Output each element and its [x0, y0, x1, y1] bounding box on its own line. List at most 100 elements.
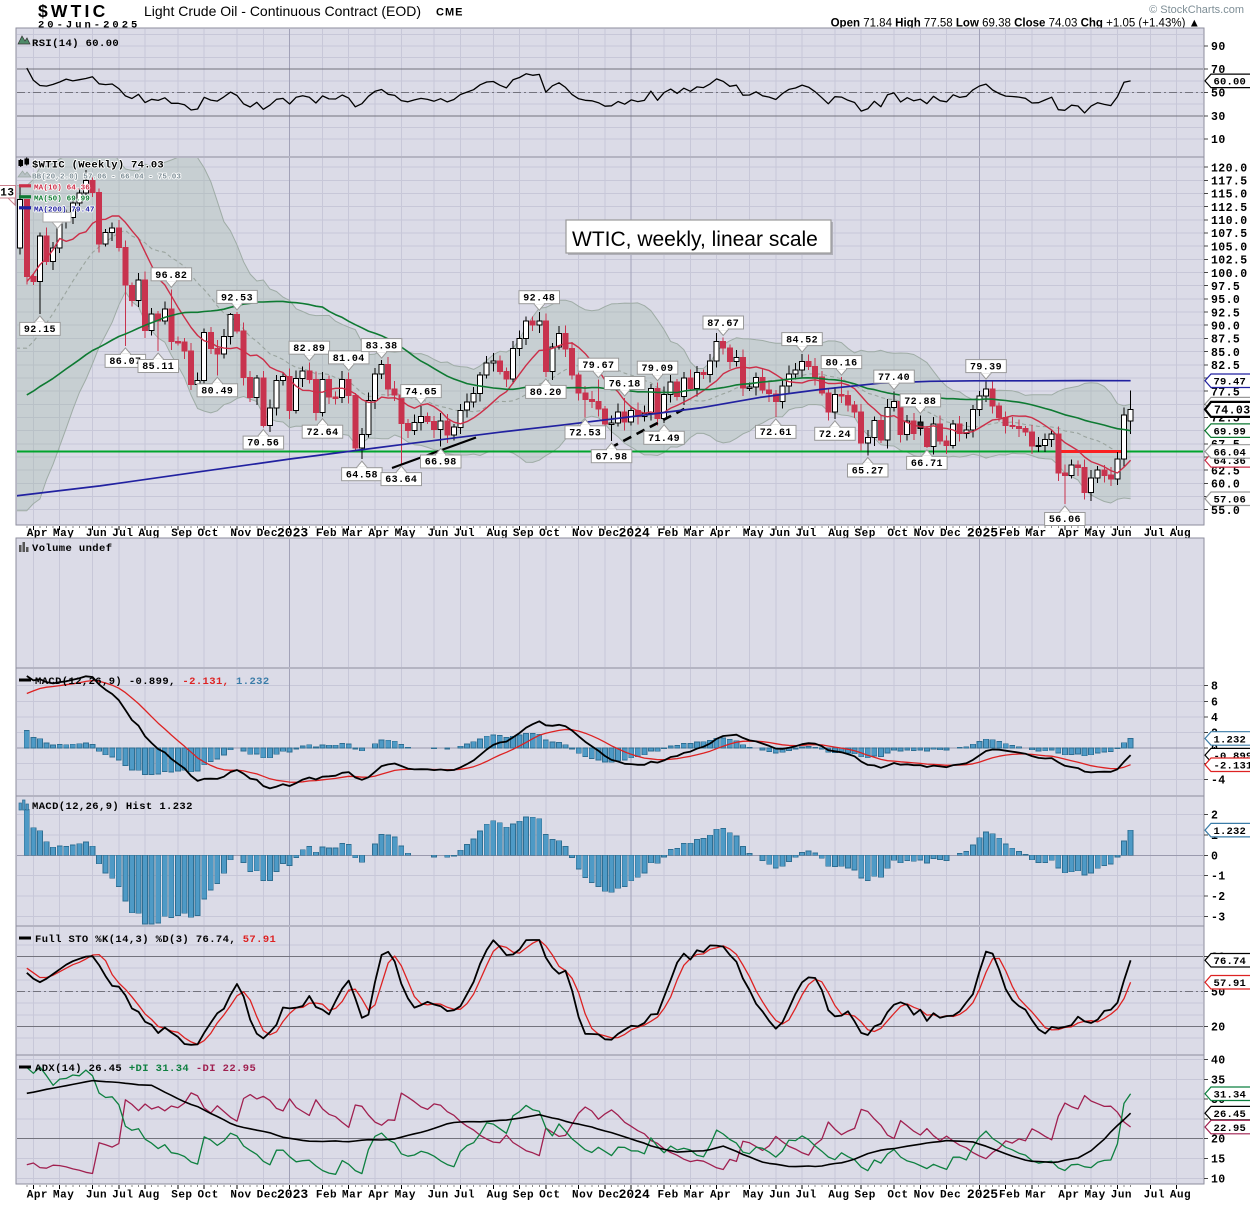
- svg-text:Sep: Sep: [513, 1190, 534, 1201]
- svg-text:105.0: 105.0: [1211, 241, 1248, 254]
- svg-text:-2.131: -2.131: [1214, 761, 1250, 773]
- svg-text:8: 8: [1211, 681, 1218, 694]
- svg-text:Apr: Apr: [1058, 1190, 1079, 1201]
- svg-text:10: 10: [1211, 134, 1226, 147]
- svg-text:90.0: 90.0: [1211, 320, 1240, 333]
- svg-text:72.24: 72.24: [819, 430, 851, 441]
- svg-text:CME: CME: [436, 7, 463, 19]
- svg-text:Oct: Oct: [539, 1190, 560, 1201]
- svg-text:87.5: 87.5: [1211, 334, 1240, 347]
- svg-text:-4: -4: [1211, 774, 1226, 787]
- svg-text:20: 20: [1211, 1134, 1226, 1147]
- svg-text:Jun: Jun: [769, 1190, 790, 1201]
- svg-text:66.71: 66.71: [911, 459, 943, 470]
- svg-text:Feb: Feb: [316, 1190, 337, 1201]
- svg-text:May: May: [743, 1190, 764, 1201]
- svg-text:RSI(14) 60.00: RSI(14) 60.00: [32, 38, 119, 50]
- svg-text:May: May: [1084, 1190, 1105, 1201]
- svg-text:83.38: 83.38: [366, 342, 398, 353]
- svg-text:0: 0: [1211, 850, 1218, 863]
- svg-text:40: 40: [1211, 1055, 1226, 1068]
- svg-text:82.5: 82.5: [1211, 360, 1240, 373]
- svg-text:69.99: 69.99: [1214, 427, 1247, 439]
- svg-text:MA(200) 79.47: MA(200) 79.47: [34, 207, 95, 215]
- svg-text:Apr: Apr: [710, 1190, 731, 1201]
- svg-text:Sep: Sep: [855, 1190, 876, 1201]
- svg-text:115.0: 115.0: [1211, 189, 1248, 202]
- svg-text:Light Crude Oil - Continuous C: Light Crude Oil - Continuous Contract (E…: [144, 3, 421, 19]
- svg-text:© StockCharts.com: © StockCharts.com: [1149, 4, 1244, 16]
- svg-text:Apr: Apr: [368, 1190, 389, 1201]
- svg-text:35: 35: [1211, 1074, 1226, 1087]
- svg-text:74.65: 74.65: [405, 388, 437, 399]
- svg-text:Nov: Nov: [230, 1190, 251, 1201]
- svg-text:Aug: Aug: [1170, 1190, 1191, 1201]
- svg-text:Dec: Dec: [257, 1190, 278, 1201]
- svg-text:77.40: 77.40: [878, 373, 910, 384]
- svg-text:$WTIC (Weekly) 74.03: $WTIC (Weekly) 74.03: [32, 160, 164, 172]
- svg-text:76.74: 76.74: [1214, 956, 1247, 968]
- svg-text:65.27: 65.27: [852, 467, 884, 478]
- svg-text:57.91: 57.91: [1214, 978, 1247, 990]
- svg-text:MA(50) 69.99: MA(50) 69.99: [34, 196, 90, 204]
- svg-text:86.07: 86.07: [109, 357, 141, 368]
- svg-text:1.232: 1.232: [1214, 826, 1247, 838]
- svg-text:57.06: 57.06: [1214, 495, 1247, 507]
- svg-text:Jun: Jun: [86, 1190, 107, 1201]
- svg-text:92.5: 92.5: [1211, 307, 1240, 320]
- svg-text:Volume undef: Volume undef: [32, 543, 112, 555]
- svg-text:-1: -1: [1211, 871, 1226, 884]
- svg-text:ADX(14) 26.45 +DI 31.34 -DI 22: ADX(14) 26.45 +DI 31.34 -DI 22.95: [35, 1063, 256, 1075]
- svg-text:80.20: 80.20: [530, 388, 562, 399]
- svg-text:Oct: Oct: [887, 1190, 908, 1201]
- svg-text:MACD(12,26,9) Hist 1.232: MACD(12,26,9) Hist 1.232: [32, 801, 193, 813]
- svg-text:Mar: Mar: [1025, 1190, 1046, 1201]
- svg-text:Jul: Jul: [454, 1190, 475, 1201]
- svg-text:MACD(12,26,9) -0.899, -2.131,: MACD(12,26,9) -0.899, -2.131, 1.232: [35, 676, 270, 688]
- svg-text:26.45: 26.45: [1214, 1109, 1247, 1121]
- svg-text:84.52: 84.52: [786, 336, 818, 347]
- svg-text:55.0: 55.0: [1211, 505, 1240, 518]
- svg-text:63.64: 63.64: [385, 475, 417, 486]
- svg-text:79.47: 79.47: [1214, 377, 1247, 389]
- svg-text:2: 2: [1211, 810, 1218, 823]
- svg-text:Oct: Oct: [198, 1190, 219, 1201]
- svg-text:117.5: 117.5: [1211, 176, 1248, 189]
- svg-text:4: 4: [1211, 712, 1218, 725]
- svg-text:95.0: 95.0: [1211, 294, 1240, 307]
- svg-text:112.5: 112.5: [1211, 202, 1248, 215]
- svg-text:79.39: 79.39: [970, 363, 1002, 374]
- svg-text:Nov: Nov: [572, 1190, 593, 1201]
- svg-text:Apr: Apr: [27, 1190, 48, 1201]
- svg-text:-3: -3: [1211, 912, 1226, 925]
- svg-text:22.95: 22.95: [1214, 1123, 1247, 1135]
- svg-text:72.88: 72.88: [904, 397, 936, 408]
- svg-text:2025: 2025: [967, 1187, 998, 1200]
- svg-text:80.16: 80.16: [825, 359, 857, 370]
- svg-text:Jun: Jun: [1111, 1190, 1132, 1201]
- svg-text:Dec: Dec: [940, 1190, 961, 1201]
- svg-text:64.58: 64.58: [346, 470, 378, 481]
- svg-text:Full STO %K(14,3) %D(3) 76.74,: Full STO %K(14,3) %D(3) 76.74, 57.91: [35, 934, 276, 946]
- svg-text:79.09: 79.09: [641, 364, 673, 375]
- svg-text:79.67: 79.67: [582, 361, 614, 372]
- svg-text:6: 6: [1211, 696, 1218, 709]
- svg-text:90: 90: [1211, 41, 1226, 54]
- svg-text:2024: 2024: [619, 1187, 650, 1200]
- svg-text:96.82: 96.82: [155, 271, 187, 282]
- svg-text:BB(20,2.0) 57.06 - 66.04 - 75.: BB(20,2.0) 57.06 - 66.04 - 75.03: [32, 174, 181, 182]
- svg-text:$WTIC: $WTIC: [38, 1, 108, 21]
- svg-text:30: 30: [1211, 111, 1226, 124]
- svg-text:Dec: Dec: [598, 1190, 619, 1201]
- svg-text:20: 20: [1211, 1022, 1226, 1035]
- svg-text:72.53: 72.53: [569, 428, 601, 439]
- svg-text:66.04: 66.04: [1214, 447, 1247, 459]
- svg-text:66.98: 66.98: [425, 458, 457, 469]
- svg-text:15: 15: [1211, 1154, 1226, 1167]
- svg-text:-2: -2: [1211, 891, 1226, 904]
- svg-text:70.56: 70.56: [247, 439, 279, 450]
- svg-text:80.49: 80.49: [201, 386, 233, 397]
- svg-text:113: 113: [0, 188, 15, 200]
- svg-text:92.53: 92.53: [221, 293, 253, 304]
- svg-text:May: May: [53, 1190, 74, 1201]
